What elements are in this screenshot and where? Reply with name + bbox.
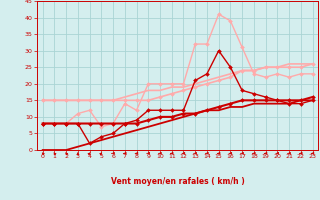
- X-axis label: Vent moyen/en rafales ( km/h ): Vent moyen/en rafales ( km/h ): [111, 177, 244, 186]
